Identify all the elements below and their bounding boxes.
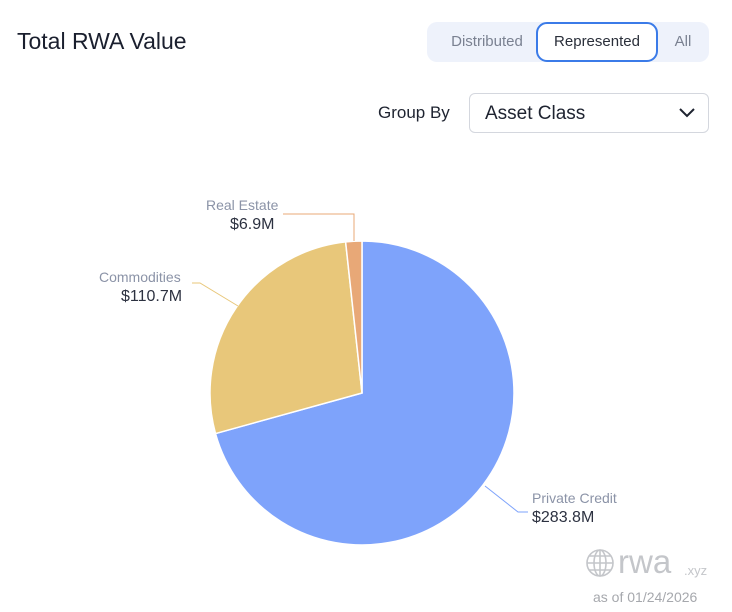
view-toggle: Distributed Represented All — [427, 22, 709, 62]
leader-line-private-credit — [484, 485, 528, 513]
label-real-estate: Real Estate — [206, 197, 279, 213]
label-private-credit: Private Credit — [532, 490, 617, 506]
chevron-down-icon — [679, 108, 695, 118]
group-by-label: Group By — [378, 103, 450, 122]
toggle-distributed[interactable]: Distributed — [451, 33, 523, 50]
group-by-select[interactable]: Asset Class — [469, 93, 709, 133]
value-commodities: $110.7M — [121, 288, 183, 305]
value-real-estate: $6.9M — [230, 216, 275, 233]
brand-logo: rwa — [618, 543, 672, 580]
label-commodities: Commodities — [99, 269, 181, 285]
pie-slice-commodities[interactable] — [209, 241, 363, 435]
globe-icon — [586, 549, 614, 577]
toggle-all[interactable]: All — [674, 33, 692, 50]
leader-line-commodities — [192, 282, 239, 307]
group-by-value: Asset Class — [485, 103, 586, 124]
page-title: Total RWA Value — [17, 28, 187, 54]
value-private-credit: $283.8M — [532, 509, 595, 526]
brand-tld: .xyz — [684, 563, 708, 578]
pie-slice-real-estate[interactable] — [344, 240, 363, 394]
toggle-represented[interactable]: Represented — [536, 22, 658, 62]
pie-slice-private-credit[interactable] — [214, 240, 515, 546]
leader-line-real-estate — [283, 213, 355, 241]
as-of-date: as of 01/24/2026 — [593, 589, 698, 605]
